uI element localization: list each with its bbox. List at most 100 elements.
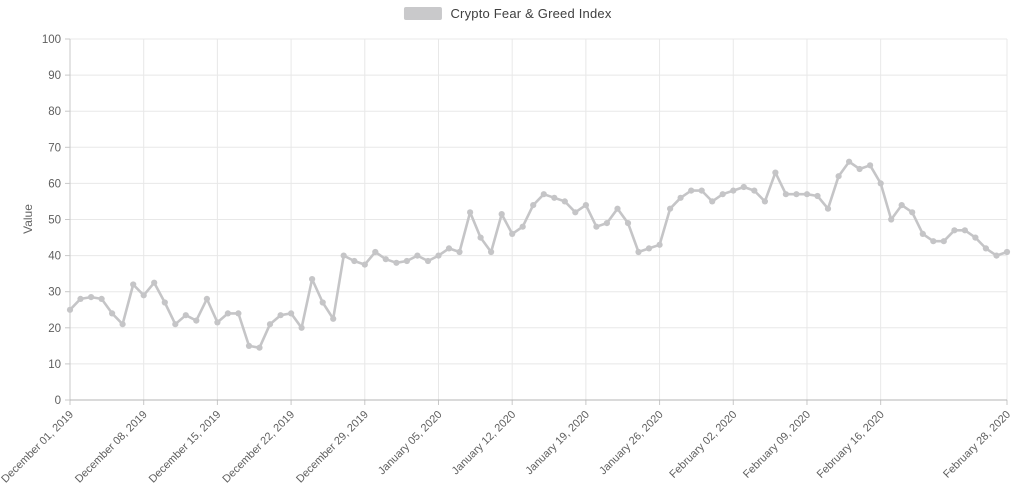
data-point[interactable] bbox=[751, 187, 758, 194]
data-point[interactable] bbox=[224, 310, 231, 317]
data-point[interactable] bbox=[814, 192, 821, 200]
data-point[interactable] bbox=[488, 248, 495, 256]
data-point[interactable] bbox=[467, 209, 474, 216]
data-point[interactable] bbox=[856, 165, 863, 173]
chart-legend[interactable]: Crypto Fear & Greed Index bbox=[403, 6, 611, 21]
data-point[interactable] bbox=[235, 310, 242, 317]
data-point[interactable] bbox=[424, 257, 432, 265]
data-point[interactable] bbox=[688, 187, 695, 194]
data-point[interactable] bbox=[898, 202, 905, 209]
data-point[interactable] bbox=[624, 220, 632, 227]
data-point[interactable] bbox=[572, 209, 579, 216]
data-point[interactable] bbox=[319, 299, 326, 306]
data-point[interactable] bbox=[530, 202, 537, 209]
data-point[interactable] bbox=[330, 315, 337, 322]
data-point[interactable] bbox=[509, 230, 516, 237]
data-point[interactable] bbox=[151, 279, 158, 286]
data-point[interactable] bbox=[182, 312, 189, 319]
data-point[interactable] bbox=[519, 223, 526, 230]
data-point[interactable] bbox=[582, 202, 590, 209]
data-point[interactable] bbox=[435, 252, 442, 259]
data-point[interactable] bbox=[161, 299, 168, 306]
x-tick-label: January 05, 2020 bbox=[376, 409, 445, 478]
data-point[interactable] bbox=[698, 187, 705, 194]
data-point[interactable] bbox=[709, 198, 716, 205]
data-point[interactable] bbox=[993, 252, 1000, 259]
data-point[interactable] bbox=[656, 241, 663, 248]
data-point[interactable] bbox=[761, 198, 769, 205]
data-point[interactable] bbox=[772, 169, 779, 176]
data-point[interactable] bbox=[66, 306, 74, 313]
data-point[interactable] bbox=[909, 209, 916, 216]
data-point[interactable] bbox=[888, 216, 895, 223]
data-point[interactable] bbox=[403, 257, 410, 265]
data-point[interactable] bbox=[867, 162, 874, 169]
data-point[interactable] bbox=[1003, 248, 1011, 256]
data-point[interactable] bbox=[130, 281, 137, 288]
data-point[interactable] bbox=[614, 205, 621, 212]
x-tick-label: December 01, 2019 bbox=[0, 409, 76, 486]
data-point[interactable] bbox=[98, 295, 105, 302]
data-point[interactable] bbox=[645, 245, 653, 252]
data-point[interactable] bbox=[172, 321, 179, 328]
data-point[interactable] bbox=[540, 191, 547, 198]
data-point[interactable] bbox=[477, 234, 484, 241]
data-point[interactable] bbox=[551, 194, 558, 201]
data-point[interactable] bbox=[603, 220, 611, 227]
data-point[interactable] bbox=[730, 187, 737, 194]
data-point[interactable] bbox=[982, 245, 990, 252]
y-tick-label: 20 bbox=[48, 323, 61, 335]
data-point[interactable] bbox=[972, 234, 979, 241]
data-point[interactable] bbox=[961, 227, 969, 234]
data-point[interactable] bbox=[140, 292, 147, 299]
data-point[interactable] bbox=[793, 191, 800, 198]
data-point[interactable] bbox=[88, 294, 95, 301]
data-point[interactable] bbox=[677, 194, 684, 201]
x-tick-label: December 08, 2019 bbox=[73, 409, 150, 486]
data-point[interactable] bbox=[951, 227, 958, 234]
data-point[interactable] bbox=[803, 191, 811, 198]
data-point[interactable] bbox=[877, 180, 884, 187]
data-point[interactable] bbox=[203, 295, 210, 302]
data-point[interactable] bbox=[119, 321, 126, 328]
data-point[interactable] bbox=[393, 259, 400, 266]
data-point[interactable] bbox=[351, 257, 358, 265]
data-point[interactable] bbox=[193, 317, 200, 324]
data-point[interactable] bbox=[340, 252, 347, 259]
data-point[interactable] bbox=[667, 205, 674, 212]
data-point[interactable] bbox=[846, 158, 853, 165]
data-point[interactable] bbox=[382, 256, 389, 263]
x-tick-label: February 02, 2020 bbox=[667, 409, 739, 481]
data-point[interactable] bbox=[277, 312, 284, 319]
data-point[interactable] bbox=[824, 205, 832, 212]
data-point[interactable] bbox=[361, 261, 368, 268]
data-point[interactable] bbox=[498, 211, 505, 218]
data-point[interactable] bbox=[930, 238, 937, 245]
data-point[interactable] bbox=[561, 198, 568, 205]
data-point[interactable] bbox=[288, 310, 295, 317]
data-point[interactable] bbox=[298, 324, 305, 331]
data-point[interactable] bbox=[940, 238, 947, 245]
data-point[interactable] bbox=[445, 245, 453, 252]
data-point[interactable] bbox=[309, 276, 316, 283]
data-point[interactable] bbox=[740, 183, 747, 191]
data-point[interactable] bbox=[245, 342, 253, 349]
data-point[interactable] bbox=[266, 321, 274, 328]
data-point[interactable] bbox=[835, 173, 842, 180]
data-point[interactable] bbox=[635, 248, 642, 256]
data-point[interactable] bbox=[77, 295, 84, 302]
data-point[interactable] bbox=[372, 248, 379, 256]
data-point[interactable] bbox=[782, 191, 790, 198]
y-tick-label: 50 bbox=[48, 215, 61, 227]
series-line[interactable] bbox=[68, 160, 1009, 350]
data-point[interactable] bbox=[414, 252, 421, 259]
data-point[interactable] bbox=[919, 230, 926, 237]
data-point[interactable] bbox=[593, 223, 600, 230]
data-point[interactable] bbox=[256, 344, 263, 351]
data-point[interactable] bbox=[214, 319, 221, 326]
y-tick-label: 100 bbox=[42, 34, 61, 46]
data-point[interactable] bbox=[719, 191, 726, 198]
data-point[interactable] bbox=[109, 310, 116, 317]
data-point[interactable] bbox=[456, 248, 463, 256]
